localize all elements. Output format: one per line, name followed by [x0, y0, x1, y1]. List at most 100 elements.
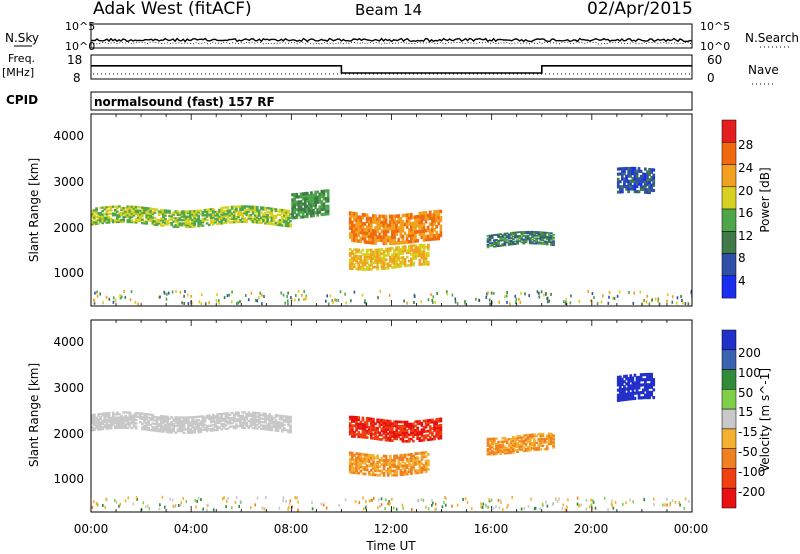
power-cell: [193, 210, 196, 213]
power-cell: [488, 244, 492, 247]
power-cell: [195, 218, 198, 221]
velocity-cell: [361, 418, 365, 422]
power-cell: [195, 214, 198, 218]
power-cell: [397, 258, 401, 262]
velocity-cell: [629, 376, 633, 380]
velocity-cell: [439, 436, 443, 440]
power-cell: [535, 237, 538, 240]
velocity-cell: [363, 431, 367, 435]
power-cell: [262, 208, 265, 211]
velocity-cell: [501, 437, 505, 440]
power-cell: [380, 260, 384, 264]
power-cell: [380, 235, 384, 240]
power-cell: [547, 237, 551, 240]
velocity-cell: [241, 416, 244, 419]
power-cell: [372, 253, 375, 256]
velocity-cell: [420, 428, 424, 432]
velocity-cell: [166, 415, 169, 418]
velocity-cell: [128, 414, 132, 418]
power-cell: [99, 292, 101, 296]
velocity-cell: [169, 497, 171, 501]
velocity-cell: [216, 416, 219, 420]
velocity-cell: [372, 467, 375, 470]
velocity-cell: [128, 418, 132, 421]
power-cell: [293, 200, 297, 204]
velocity-cell: [520, 443, 524, 446]
velocity-cell: [203, 423, 207, 426]
velocity-cell: [196, 499, 198, 503]
velocity-cell: [216, 418, 219, 421]
power-cell: [207, 223, 211, 227]
power-cell: [124, 295, 127, 299]
velocity-cell: [126, 418, 130, 421]
power-cell: [324, 207, 328, 211]
power-cell: [193, 211, 196, 215]
power-cell: [232, 219, 236, 222]
velocity-cell: [274, 424, 278, 427]
power-cell: [386, 264, 390, 268]
power-cell: [644, 167, 647, 171]
power-cell: [435, 215, 438, 220]
power-cell: [628, 291, 630, 295]
power-cell: [348, 258, 352, 262]
velocity-cell: [95, 416, 98, 420]
velocity-cell: [424, 425, 428, 429]
power-cell: [363, 255, 367, 258]
power-cell: [316, 195, 320, 199]
velocity-cell: [280, 416, 284, 419]
velocity-cell: [161, 495, 164, 499]
velocity-cell: [401, 439, 405, 443]
velocity-cell: [509, 449, 513, 453]
velocity-cell: [422, 438, 426, 442]
power-cell: [431, 225, 434, 229]
velocity-cell: [348, 457, 352, 461]
power-cell: [407, 231, 411, 235]
power-cell: [243, 217, 246, 220]
power-cell: [191, 218, 194, 222]
power-cell: [403, 231, 407, 236]
power-cell: [509, 241, 513, 243]
power-cell: [255, 207, 259, 210]
velocity-cell: [365, 419, 369, 422]
power-cell: [486, 245, 490, 247]
power-cell: [545, 242, 549, 244]
velocity-cell: [427, 453, 430, 456]
velocity-cell: [418, 462, 422, 466]
power-cell: [684, 302, 687, 305]
velocity-cell: [418, 468, 422, 472]
power-cell: [270, 217, 274, 221]
power-cell: [408, 251, 411, 254]
velocity-cell: [230, 418, 234, 421]
power-cell: [162, 212, 165, 215]
velocity-cell: [511, 495, 513, 499]
velocity-cell: [625, 374, 628, 378]
power-cell: [365, 240, 369, 244]
velocity-cell: [291, 505, 294, 509]
power-cell: [320, 189, 324, 194]
velocity-cell: [268, 423, 272, 426]
velocity-cell: [416, 435, 419, 438]
power-cell: [239, 213, 242, 217]
velocity-cell: [191, 424, 194, 428]
velocity-cell: [399, 462, 403, 466]
velocity-cell: [637, 383, 641, 387]
power-cell: [216, 219, 219, 222]
power-cell: [116, 215, 119, 218]
velocity-cell: [395, 437, 398, 441]
velocity-colorbar-swatch: [721, 487, 737, 509]
velocity-cell: [153, 415, 157, 419]
power-cell: [435, 209, 438, 214]
velocity-cell: [355, 416, 358, 419]
power-cell: [405, 255, 409, 259]
power-cell: [418, 246, 422, 249]
velocity-cell: [355, 428, 358, 432]
power-cell: [365, 255, 369, 258]
power-cell: [365, 268, 369, 271]
power-cell: [91, 219, 94, 223]
power-cell: [272, 216, 276, 219]
velocity-cell: [187, 423, 190, 426]
power-cell: [386, 247, 390, 251]
velocity-cell: [355, 465, 358, 468]
velocity-cell: [147, 413, 150, 416]
velocity-cell: [351, 456, 354, 459]
